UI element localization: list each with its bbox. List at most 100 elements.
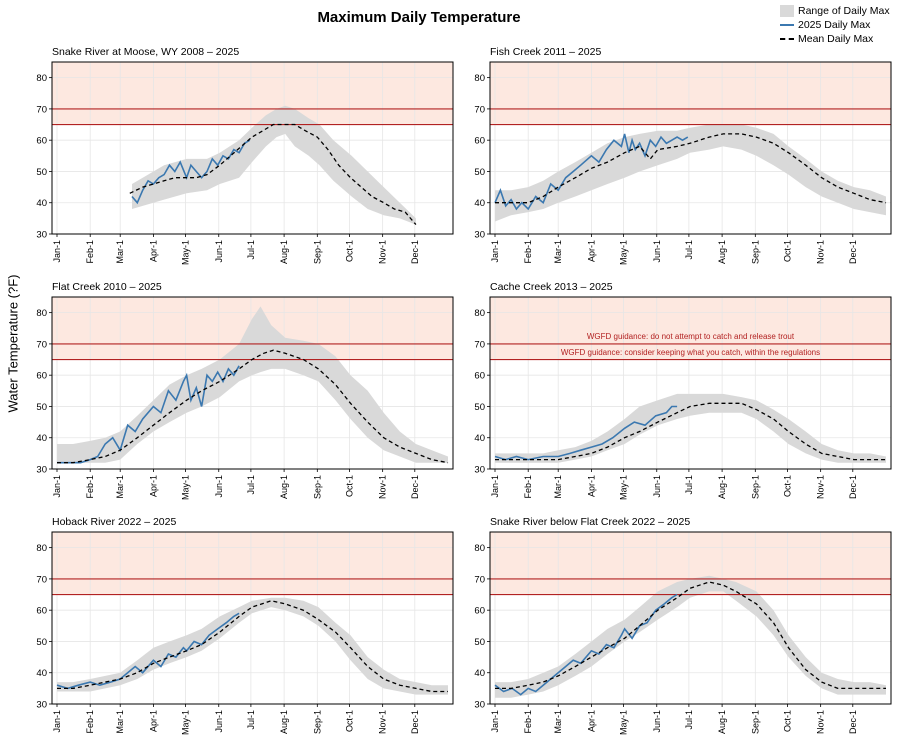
x-tick-label: May-1	[619, 240, 629, 265]
panel-title: Flat Creek 2010 – 2025	[52, 281, 162, 293]
x-tick-label: May-1	[619, 710, 629, 735]
range-band	[495, 393, 886, 463]
dashed-line-icon	[780, 33, 794, 45]
x-tick-label: Jun-1	[214, 710, 224, 733]
x-tick-label: Apr-1	[586, 475, 596, 497]
y-tick-label: 30	[474, 700, 485, 711]
y-tick-label: 40	[474, 433, 485, 444]
y-tick-label: 70	[474, 104, 485, 115]
x-tick-label: Dec-1	[410, 240, 420, 264]
y-tick-label: 60	[474, 371, 485, 382]
panel-title: Snake River below Flat Creek 2022 – 2025	[490, 516, 690, 528]
plot-frame	[51, 531, 454, 705]
x-tick-label: Oct-1	[344, 475, 354, 497]
caution-band	[52, 532, 453, 595]
y-tick-label: 50	[36, 167, 47, 178]
x-tick-label: Oct-1	[782, 710, 792, 732]
x-tick-label: Sep-1	[750, 710, 760, 734]
x-tick-label: Feb-1	[85, 710, 95, 734]
chart-panel-4: Cache Creek 2013 – 2025 WGFD guidance: do…	[474, 281, 892, 500]
x-tick-label: Mar-1	[115, 475, 125, 499]
x-tick-label: Sep-1	[750, 475, 760, 499]
x-tick-label: Feb-1	[523, 475, 533, 499]
x-tick-label: Jun-1	[214, 240, 224, 263]
x-tick-label: Jun-1	[214, 475, 224, 498]
current-year-line	[494, 593, 678, 696]
range-band	[495, 575, 886, 698]
page-title: Maximum Daily Temperature	[317, 9, 521, 26]
y-tick-label: 60	[36, 606, 47, 617]
x-tick-label: Feb-1	[85, 475, 95, 499]
x-tick-label: May-1	[181, 710, 191, 735]
x-tick-label: Mar-1	[553, 710, 563, 734]
y-tick-label: 40	[36, 668, 47, 679]
plot-frame	[51, 61, 454, 235]
x-tick-label: Aug-1	[717, 240, 727, 264]
legend-item-range: Range of Daily Max	[780, 4, 890, 18]
x-tick-label: Jul-1	[684, 710, 694, 730]
mean-line	[129, 123, 417, 226]
x-tick-label: Mar-1	[553, 240, 563, 264]
y-tick-label: 50	[474, 637, 485, 648]
y-tick-label: 50	[474, 167, 485, 178]
x-tick-label: Apr-1	[148, 710, 158, 732]
y-tick-label: 80	[474, 308, 485, 319]
y-tick-label: 40	[36, 198, 47, 209]
y-tick-label: 50	[36, 402, 47, 413]
caution-band	[490, 62, 891, 125]
y-tick-label: 80	[474, 543, 485, 554]
y-tick-label: 80	[474, 73, 485, 84]
x-tick-label: Feb-1	[523, 240, 533, 264]
panel-title: Hoback River 2022 – 2025	[52, 516, 176, 528]
x-tick-label: May-1	[181, 475, 191, 500]
x-tick-label: Jan-1	[490, 475, 500, 498]
x-tick-label: Dec-1	[848, 710, 858, 734]
x-tick-label: Oct-1	[782, 240, 792, 262]
x-tick-label: Dec-1	[848, 475, 858, 499]
x-tick-label: Nov-1	[378, 710, 388, 734]
y-tick-label: 30	[36, 700, 47, 711]
x-tick-label: May-1	[619, 475, 629, 500]
x-tick-label: Jan-1	[490, 240, 500, 263]
x-tick-label: Jun-1	[652, 240, 662, 263]
x-tick-label: Dec-1	[848, 240, 858, 264]
x-tick-label: Aug-1	[279, 710, 289, 734]
x-tick-label: Mar-1	[115, 710, 125, 734]
range-swatch-icon	[780, 5, 794, 17]
current-year-line	[131, 139, 251, 205]
plot-frame	[489, 61, 892, 235]
current-year-line	[57, 365, 240, 464]
chart-panel-5: Hoback River 2022 – 2025 30 40 50 60 70 80 Jan-…	[36, 516, 454, 735]
x-tick-label: Sep-1	[312, 240, 322, 264]
y-tick-label: 70	[36, 574, 47, 585]
panel-title: Cache Creek 2013 – 2025	[490, 281, 613, 293]
y-tick-label: 80	[36, 308, 47, 319]
x-tick-label: Aug-1	[717, 710, 727, 734]
x-tick-label: Sep-1	[312, 710, 322, 734]
x-tick-label: Aug-1	[279, 240, 289, 264]
y-tick-label: 70	[36, 339, 47, 350]
solid-line-icon	[780, 19, 794, 31]
x-tick-label: Jan-1	[52, 475, 62, 498]
caution-band	[52, 62, 453, 125]
mean-line	[495, 402, 886, 461]
x-tick-label: Feb-1	[523, 710, 533, 734]
y-tick-label: 60	[36, 136, 47, 147]
mean-line	[57, 600, 448, 693]
y-tick-label: 40	[474, 198, 485, 209]
x-tick-label: Aug-1	[279, 475, 289, 499]
x-tick-label: Oct-1	[344, 710, 354, 732]
legend-label: 2025 Daily Max	[798, 19, 871, 31]
x-tick-label: Nov-1	[816, 710, 826, 734]
y-tick-label: 80	[36, 73, 47, 84]
y-tick-label: 60	[474, 136, 485, 147]
x-tick-label: Sep-1	[750, 240, 760, 264]
chart-panel-3: Flat Creek 2010 – 2025 30 40 50 60 70 80 Jan-1 F…	[36, 281, 454, 500]
x-tick-label: Nov-1	[378, 240, 388, 264]
x-tick-label: Oct-1	[782, 475, 792, 497]
x-tick-label: Jul-1	[684, 475, 694, 495]
x-tick-label: Jun-1	[652, 710, 662, 733]
x-tick-label: Dec-1	[410, 475, 420, 499]
legend-item-current: 2025 Daily Max	[780, 18, 890, 32]
